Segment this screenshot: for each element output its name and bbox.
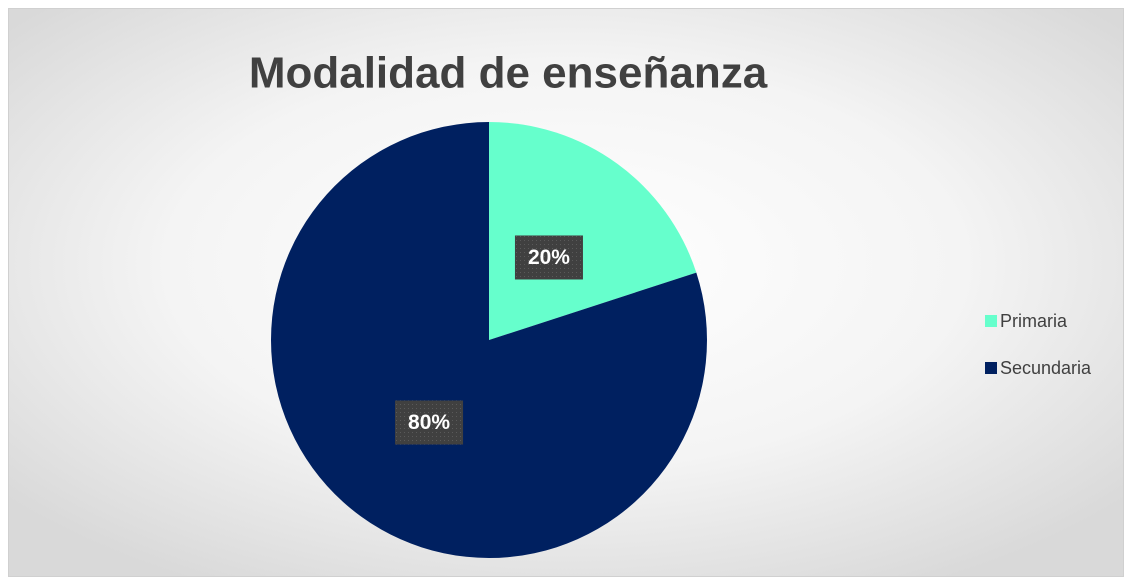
legend-label: Primaria [1000,311,1068,331]
pie [271,122,707,559]
legend-label: Secundaria [1000,358,1092,378]
legend: Primaria Secundaria [985,311,1092,378]
chart-title: Modalidad de enseñanza [249,49,768,98]
legend-swatch [985,362,997,374]
pie-slice [489,122,697,340]
legend-swatch [985,315,997,327]
data-label-box [514,235,583,280]
pie-slice [271,122,707,559]
data-label: 20% [528,246,570,269]
data-label: 80% [408,411,450,434]
data-label-box [395,400,464,445]
data-labels: 20% 80% [395,235,583,445]
